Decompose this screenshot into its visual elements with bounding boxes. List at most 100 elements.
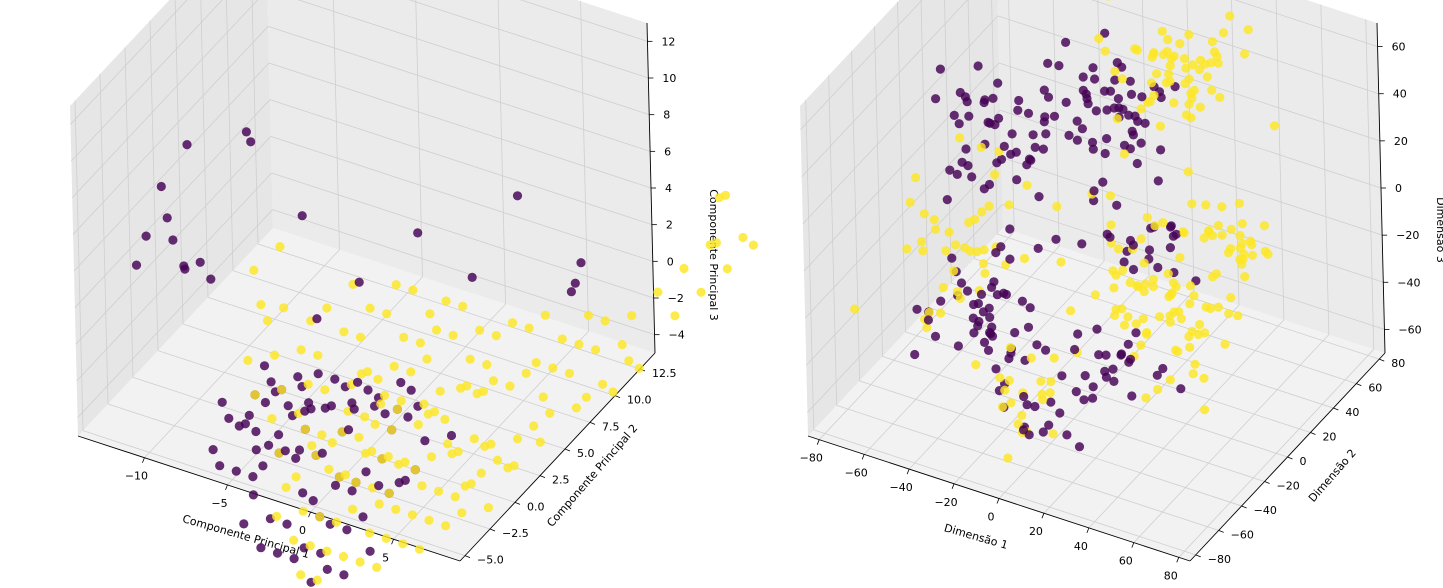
data-point [929,215,939,225]
data-point [931,94,941,104]
data-point [1073,329,1083,339]
data-point [1207,85,1217,95]
data-point [400,457,410,467]
y-tick-label: 0.0 [527,500,545,513]
data-point [1185,342,1195,352]
data-point [1156,145,1166,155]
y-tick-label: 0 [1300,455,1307,468]
x-tick [391,539,394,545]
data-point [293,372,303,382]
x-tick-label: 40 [1074,540,1088,553]
data-point [1001,289,1012,300]
data-point [1000,385,1010,395]
x-tick-label: 0 [299,524,306,537]
data-point [425,309,435,319]
data-point [1044,420,1054,430]
data-point [307,441,317,451]
data-point [531,358,541,368]
z-tick-label: 6 [664,145,671,158]
data-point [1184,29,1194,40]
data-point [259,361,270,371]
data-point [990,170,1000,180]
data-point [1109,283,1119,293]
data-point [1005,343,1016,353]
data-point [930,224,941,234]
data-point [389,361,399,371]
data-point [1136,104,1146,114]
data-point [1140,118,1150,128]
data-point [1132,281,1142,291]
data-point [1036,376,1046,386]
data-point [1041,129,1051,139]
data-point [1100,148,1110,159]
data-point [313,369,323,379]
x-tick-label: 80 [1164,569,1178,582]
data-point [248,472,258,482]
y-gridline [232,270,616,397]
data-point [1195,102,1205,112]
y-gridline [882,356,1265,482]
data-point [1209,47,1220,57]
data-point [1006,398,1016,408]
data-point [969,299,979,310]
data-point [324,464,334,474]
data-point [283,401,293,411]
data-point [1207,37,1217,47]
data-point [1052,201,1062,212]
z-gridline [74,99,271,308]
data-point [949,266,959,276]
data-point [1140,279,1151,289]
data-point [924,307,934,318]
data-point [505,381,515,391]
y-tick-label: 12.5 [652,367,677,380]
data-point [942,195,952,205]
z-gridline [807,204,1003,413]
data-point [381,533,391,544]
data-point [1226,293,1236,303]
data-point [1147,52,1157,62]
data-point [239,519,249,529]
z-gridline [269,99,653,226]
data-point [591,345,601,355]
data-point [1072,135,1082,145]
x-tick-label: 0 [988,511,995,524]
data-point [410,465,420,475]
data-point [1094,34,1104,44]
data-point [322,303,332,313]
data-point [945,165,955,175]
z-tick-label: −2 [668,292,684,305]
data-point [279,303,289,313]
data-point [374,499,384,509]
data-point [507,318,518,328]
z-gridline [271,172,654,299]
data-point [977,207,987,217]
data-point [947,253,957,263]
data-point [353,377,363,387]
data-point [1112,114,1122,124]
data-point [545,408,555,418]
data-point [424,515,434,525]
data-point [1220,339,1230,349]
data-point [466,479,476,489]
data-point [1110,75,1120,85]
data-point [1237,259,1247,269]
data-point [365,528,375,538]
y-gridline [107,403,491,530]
data-point [1077,239,1087,249]
y-gridline [207,296,591,423]
data-point [1079,395,1089,405]
data-point [435,386,445,396]
z-tick-label: 12 [661,35,675,48]
y-tick-label: 80 [1391,357,1405,370]
data-point [297,211,307,221]
z-tick-label: 4 [665,182,672,195]
data-point [512,191,523,201]
y-tick-label: −60 [1231,528,1254,541]
data-point [1215,92,1225,102]
x-tick-label: 60 [1119,555,1133,568]
data-point [1091,106,1101,116]
data-point [251,426,261,437]
data-point [403,412,413,422]
floor-pane [78,228,655,561]
data-point [1022,180,1032,190]
